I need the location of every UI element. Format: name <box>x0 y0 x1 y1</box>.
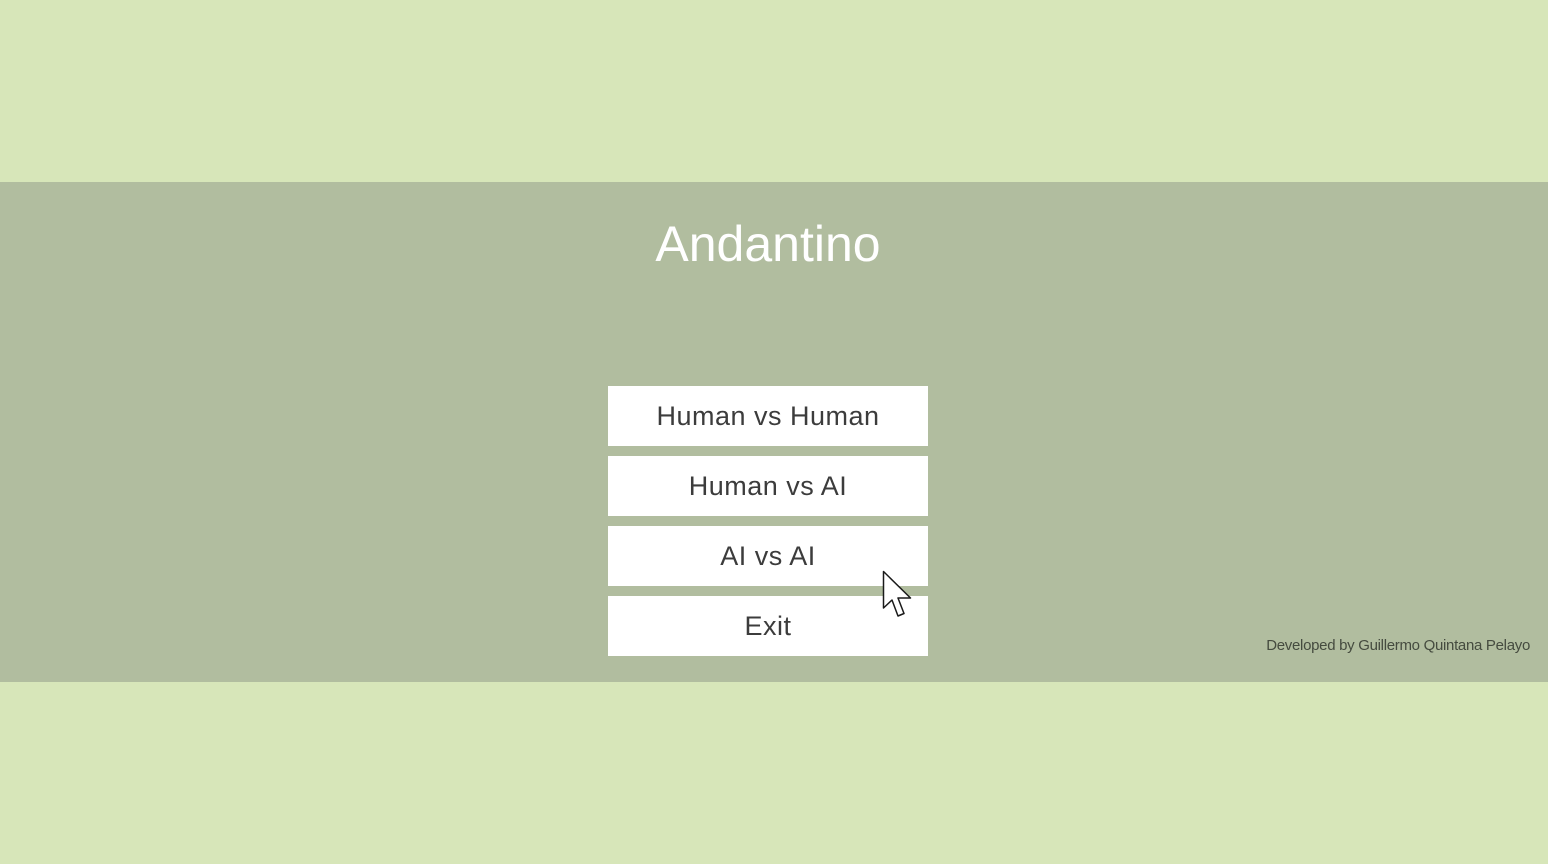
developer-credits: Developed by Guillermo Quintana Pelayo <box>1266 637 1530 654</box>
ai-vs-ai-button[interactable]: AI vs AI <box>608 526 928 586</box>
arrow-cursor-icon <box>882 570 912 617</box>
human-vs-human-button[interactable]: Human vs Human <box>608 386 928 446</box>
human-vs-ai-button[interactable]: Human vs AI <box>608 456 928 516</box>
exit-button[interactable]: Exit <box>608 596 928 656</box>
game-title: Andantino <box>655 216 881 272</box>
main-menu: Human vs Human Human vs AI AI vs AI Exit <box>608 386 928 666</box>
